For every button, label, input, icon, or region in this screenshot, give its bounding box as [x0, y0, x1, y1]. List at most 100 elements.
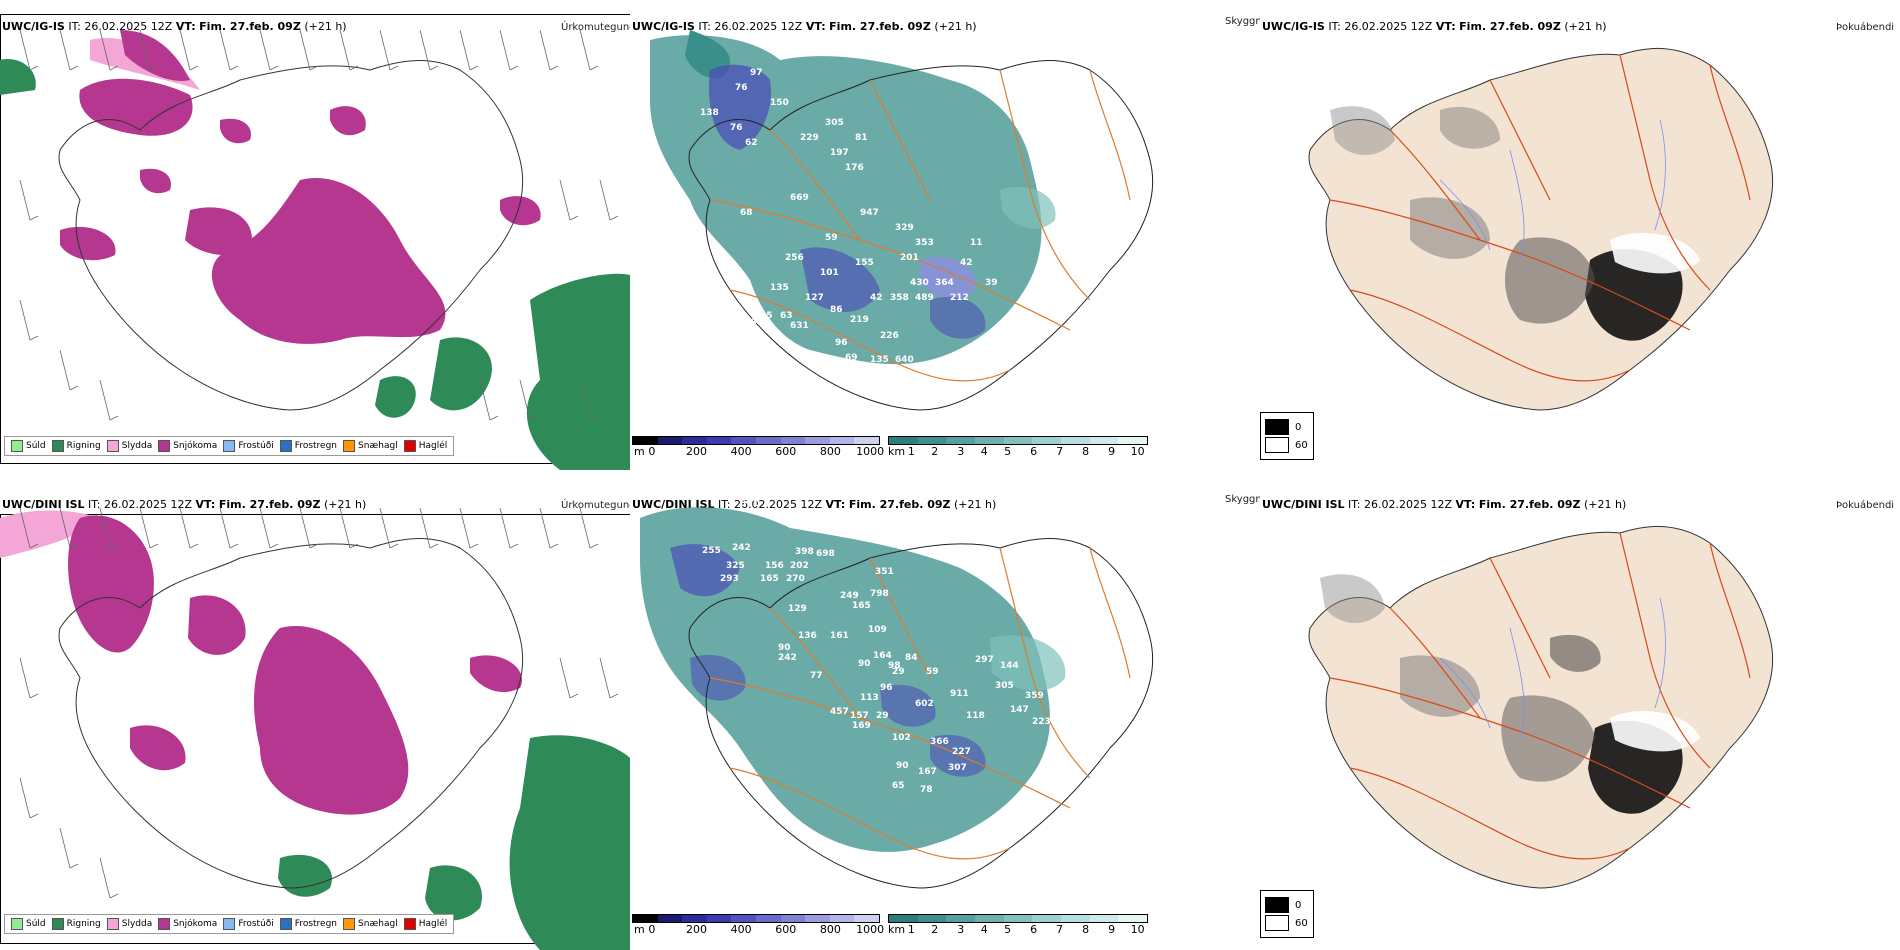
colorbar-segment [682, 915, 707, 922]
cloud-base-label: 202 [790, 561, 809, 571]
cloud-base-label: 136 [798, 631, 817, 641]
valid-time-label: VT: [1455, 498, 1476, 511]
colorbar-segment [755, 915, 781, 922]
snow-area [470, 655, 522, 693]
colorbar-segment [1061, 437, 1090, 444]
legend-swatch [343, 440, 356, 452]
fog-indicator-panel-row1: UWC/IG-IS IT: 26.02.2025 12Z VT: Fim. 27… [1260, 0, 1900, 470]
tick: 9 [1108, 923, 1116, 936]
tick: 8 [1082, 445, 1090, 458]
rain-area [0, 59, 36, 95]
tick: 400 [730, 923, 752, 936]
legend-item: Frostregn [279, 918, 337, 930]
cloud-base-label: 65 [892, 781, 905, 791]
cloud-base-label: 226 [880, 331, 899, 341]
colorbar-segment [1089, 437, 1119, 444]
black-swatch [1265, 419, 1289, 435]
fog-key: 0 60 [1260, 412, 1314, 460]
tick: 400 [730, 445, 752, 458]
cloud-base-label: 98 [888, 661, 901, 671]
land-area [1308, 47, 1774, 411]
cloud-base-label: 90 [778, 643, 791, 653]
fog-area [1505, 237, 1595, 324]
cloud-base-label: 62 [745, 138, 758, 148]
legend-item: Súld [11, 918, 46, 930]
model-name: UWC/IG-IS [1262, 20, 1325, 33]
colorbar-segment [780, 915, 806, 922]
visibility-ticks: km 1 2 3 4 5 6 7 8 9 10 [888, 923, 1148, 936]
precip-type-panel-row1: UWC/IG-IS IT: 26.02.2025 12Z VT: Fim. 27… [0, 0, 630, 470]
colorbar-segment [706, 915, 732, 922]
valid-time-label: VT: [825, 498, 846, 511]
cloud-base-label: 42 [960, 258, 973, 268]
road-network [1329, 532, 1751, 860]
colorbar-segment [805, 915, 830, 922]
map-frame [0, 14, 630, 464]
snow-area [120, 30, 190, 81]
cloud-base-label: 358 [890, 293, 909, 303]
rivers [1439, 597, 1666, 739]
snow-area [79, 78, 193, 136]
legend-item: Haglél [403, 440, 447, 452]
tick: 5 [1004, 923, 1012, 936]
field-title: Úrkomutegund [561, 500, 630, 511]
cloud-base-label: 95 [760, 311, 773, 321]
tick: 1 [907, 445, 915, 458]
tick: 8 [1082, 923, 1090, 936]
cloud-base-label: 165 [852, 601, 871, 611]
cloud-base-label: 249 [840, 591, 859, 601]
tick: 200 [685, 923, 707, 936]
init-time: IT: 26.02.2025 12Z [68, 20, 173, 33]
cloud-base-label: 161 [830, 631, 849, 641]
cloud-base-label: 164 [873, 651, 892, 661]
precip-type-legend: Súld Rigning Slydda Snjókoma Frostúði Fr… [4, 436, 455, 456]
cloud-base-label: 201 [900, 253, 919, 263]
rain-area [278, 854, 332, 897]
cloud-base-label: 947 [860, 208, 879, 218]
cloud-base-label: 90 [896, 761, 909, 771]
cloud-base-label: 329 [895, 223, 914, 233]
cloud-base-label: 165 [760, 574, 779, 584]
cloud-base-label: 602 [915, 699, 934, 709]
legend-swatch [106, 918, 119, 930]
precip-type-map [0, 29, 630, 470]
tick: 4 [980, 445, 988, 458]
cloud-base-label: 86 [830, 305, 843, 315]
cloud-base-label: 63 [780, 311, 793, 321]
colorbar-segment [917, 437, 947, 444]
cloud-base-label: 305 [995, 681, 1014, 691]
cloud-base-label: 640 [895, 355, 914, 365]
lead-time: (+21 h) [1564, 20, 1607, 33]
cloud-base-label: 351 [875, 567, 894, 577]
colorbar-segment [889, 915, 918, 922]
panel-header: UWC/DINI ISL IT: 26.02.2025 12Z VT: Fim.… [2, 498, 366, 512]
tick: 6 [1030, 445, 1038, 458]
cloud-base-label: 135 [870, 355, 889, 365]
colorbar-segment [657, 915, 683, 922]
visibility-colorbar-bar [888, 436, 1148, 445]
low-cloud-area [930, 734, 986, 777]
cloud-base-visibility-panel-row2: UWC/DINI ISL IT: 26.02.2025 12Z VT: Fim.… [630, 478, 1260, 950]
valid-time-label: VT: [195, 498, 216, 511]
snow-area [211, 178, 446, 344]
cloud-base-label: 364 [935, 278, 954, 288]
iceland-outline [58, 538, 524, 889]
iceland-outline [688, 538, 1154, 889]
cloud-base-label: 318 [738, 318, 757, 328]
fog-key-white: 60 [1265, 437, 1309, 453]
visibility-colorbar-bar [888, 914, 1148, 923]
cloud-base-label: 167 [918, 767, 937, 777]
cloud-base-unit: m [634, 923, 645, 936]
snow-area [500, 196, 541, 226]
cloud-base-label: 256 [785, 253, 804, 263]
low-cloud-area [800, 247, 880, 312]
black-swatch [1265, 897, 1289, 913]
visibility-unit: km [888, 445, 906, 458]
tick: 3 [957, 445, 965, 458]
fog-area [1550, 634, 1601, 672]
white-swatch [1265, 915, 1289, 931]
cloud-base-label: 398 [795, 547, 814, 557]
cloud-base-label: 138 [700, 108, 719, 118]
valid-time: Fim. 27.feb. 09Z [829, 20, 931, 33]
tick: 1 [907, 923, 915, 936]
